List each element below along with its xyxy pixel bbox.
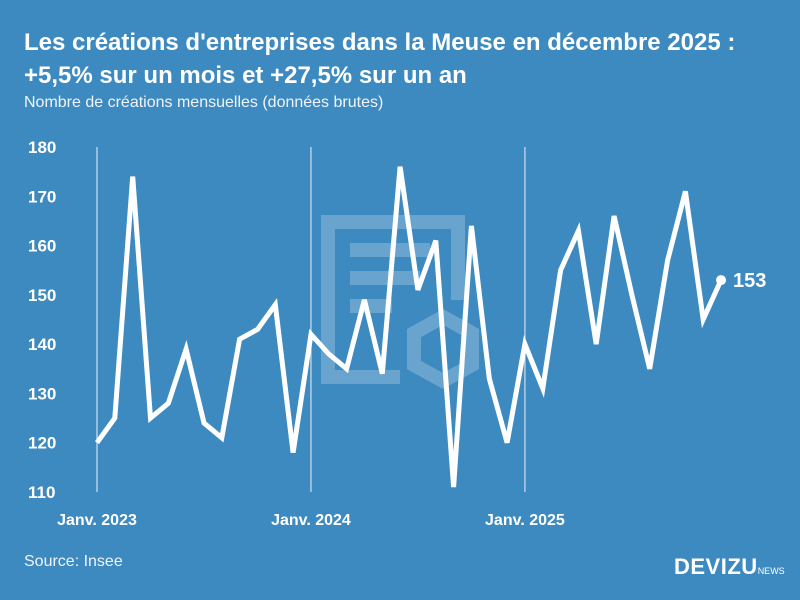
- x-tick-label: Janv. 2024: [271, 512, 351, 529]
- y-tick-label: 150: [28, 286, 56, 305]
- x-tick-label: Janv. 2023: [57, 512, 137, 529]
- chart-title: Les créations d'entreprises dans la Meus…: [24, 29, 736, 89]
- y-tick-label: 130: [28, 384, 56, 403]
- devizu-logo: DEVIZUNEWS: [674, 554, 785, 580]
- source-note: Source: Insee: [24, 553, 123, 570]
- chart-subtitle: Nombre de créations mensuelles (données …: [24, 94, 384, 111]
- x-tick-label: Janv. 2025: [485, 512, 565, 529]
- watermark-icon: [321, 215, 479, 389]
- y-tick-label: 180: [28, 138, 56, 157]
- y-tick-label: 110: [28, 483, 55, 502]
- y-tick-label: 120: [28, 434, 56, 453]
- y-tick-label: 160: [28, 237, 56, 256]
- y-tick-label: 170: [28, 187, 56, 206]
- series-line: [94, 166, 724, 488]
- logo-main: DEVIZU: [674, 554, 758, 579]
- last-value-label: 153: [733, 270, 766, 292]
- logo-suffix: NEWS: [757, 566, 785, 576]
- data-point: [716, 275, 727, 286]
- y-tick-label: 140: [28, 335, 56, 354]
